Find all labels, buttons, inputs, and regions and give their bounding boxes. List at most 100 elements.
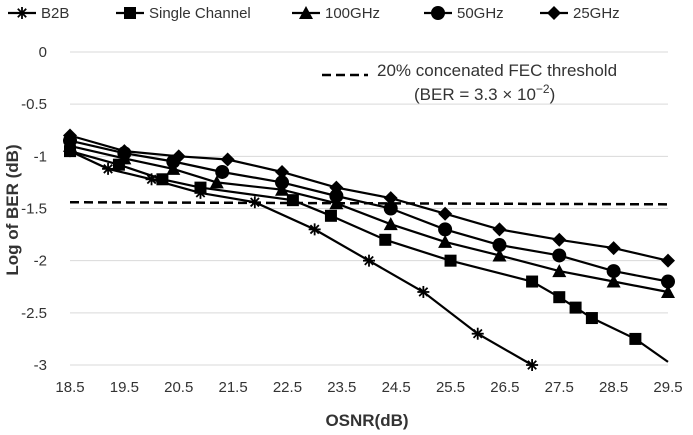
legend-marker (299, 6, 313, 19)
data-point (585, 312, 598, 325)
data-point (606, 241, 621, 256)
gridlines (70, 51, 668, 366)
x-tick-label: 21.5 (218, 379, 247, 396)
series-25ghz (63, 128, 675, 268)
data-point (417, 285, 430, 298)
legend-item: 50GHz (424, 5, 504, 22)
data-point (552, 232, 567, 247)
data-point (209, 175, 224, 189)
legend-marker (547, 6, 561, 20)
data-point (526, 359, 539, 371)
data-point (606, 274, 621, 288)
data-point (606, 264, 621, 279)
legend: B2B Single Channel 100GHz 50GHz 25GHz (8, 5, 620, 22)
data-point (194, 181, 207, 194)
data-point (329, 188, 344, 203)
legend-marker (431, 6, 445, 20)
data-point (492, 248, 507, 262)
data-point (275, 175, 290, 190)
y-tick-label: -0.5 (21, 96, 47, 113)
data-point (552, 248, 567, 263)
x-tick-label: 25.5 (436, 379, 465, 396)
y-tick-label: 0 (39, 44, 47, 61)
data-point (444, 254, 457, 267)
data-point (438, 234, 453, 248)
x-tick-label: 28.5 (599, 379, 628, 396)
annotation-ber-close: ) (550, 85, 556, 104)
x-tick-label: 26.5 (490, 379, 519, 396)
data-point (171, 149, 186, 164)
data-point (63, 128, 77, 143)
legend-label: 25GHz (573, 5, 620, 22)
x-tick-label: 22.5 (273, 379, 302, 396)
data-point (552, 264, 567, 278)
annotation-ber: (BER = 3.3 × 10−2) (414, 82, 555, 104)
data-point (363, 254, 375, 267)
data-point (569, 301, 582, 314)
series-line (69, 134, 669, 262)
data-point (383, 201, 398, 216)
data-point (471, 327, 484, 340)
data-point (661, 253, 675, 268)
data-point (275, 164, 290, 179)
x-tick-label: 24.5 (382, 379, 411, 396)
data-point (379, 233, 392, 246)
x-tick-label: 29.5 (653, 379, 682, 396)
x-tick-label: 27.5 (545, 379, 574, 396)
data-point (248, 196, 261, 209)
legend-marker (16, 7, 28, 19)
y-tick-label: -2.5 (21, 305, 47, 322)
data-point (383, 217, 398, 231)
data-point (492, 238, 507, 253)
legend-item: 25GHz (540, 5, 620, 22)
series-line (69, 139, 669, 283)
data-point (526, 275, 539, 288)
data-point (117, 144, 132, 159)
data-point (661, 274, 675, 289)
series-group (63, 128, 675, 371)
y-tick-labels: 0 -0.5 -1 -1.5 -2 -2.5 -3 (21, 44, 47, 374)
legend-item: B2B (8, 5, 69, 22)
annotation-ber-base: (BER = 3.3 × 10 (414, 85, 536, 104)
data-point (156, 173, 169, 186)
data-point (329, 180, 344, 195)
data-point (215, 164, 230, 179)
data-point (383, 191, 398, 206)
x-tick-label: 23.5 (327, 379, 356, 396)
series-single-channel (64, 145, 669, 363)
legend-label: Single Channel (149, 5, 251, 22)
data-point (286, 194, 299, 207)
data-point (220, 152, 235, 167)
data-point (438, 206, 453, 221)
series-50ghz (63, 133, 675, 289)
legend-marker (124, 7, 136, 19)
y-tick-label: -3 (34, 357, 47, 374)
data-point (308, 223, 321, 236)
data-point (438, 222, 453, 237)
legend-item: Single Channel (116, 5, 251, 22)
data-point (553, 291, 566, 304)
legend-label: 100GHz (325, 5, 380, 22)
data-point (661, 284, 675, 298)
y-tick-label: -1.5 (21, 201, 47, 218)
series-b2b (64, 145, 539, 371)
legend-item: 100GHz (292, 5, 380, 22)
x-tick-label: 20.5 (164, 379, 193, 396)
series-line (69, 150, 533, 366)
x-tick-labels: 18.5 19.5 20.5 21.5 22.5 23.5 24.5 25.5 26.5 27.5… (55, 379, 682, 396)
series-100ghz (63, 138, 675, 298)
legend-label: B2B (41, 5, 69, 22)
y-axis-title: Log of BER (dB) (3, 144, 22, 275)
legend-label: 50GHz (457, 5, 504, 22)
series-line (69, 144, 669, 294)
annotation-label: 20% concenated FEC threshold (377, 61, 617, 80)
data-point (629, 332, 642, 345)
y-tick-label: -2 (34, 253, 47, 270)
x-axis-title: OSNR(dB) (325, 411, 408, 430)
data-point (492, 222, 507, 237)
x-tick-label: 18.5 (55, 379, 84, 396)
annotation-ber-exponent: −2 (536, 82, 550, 96)
data-point (102, 162, 115, 175)
data-point (324, 209, 337, 222)
